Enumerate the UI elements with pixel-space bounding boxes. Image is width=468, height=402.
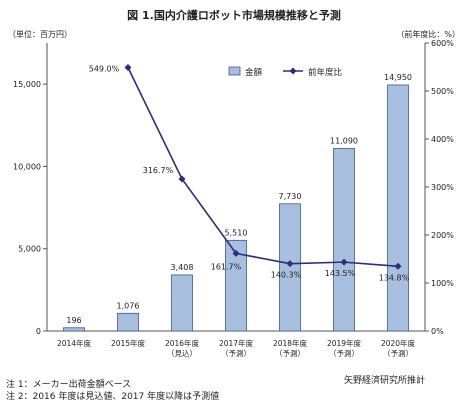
note-1: 注 1：メーカー出荷金額ベース [6, 380, 132, 390]
note-2: 注 2：2016 年度は見込値、2017 年度以降は予測値 [6, 392, 220, 402]
left-tick-label: 0 [36, 327, 41, 336]
x-tick-label: （予測） [275, 348, 305, 358]
line-marker [124, 63, 132, 71]
x-tick-label: （予測） [329, 348, 359, 358]
bar [333, 148, 355, 332]
bar-value-label: 5,510 [225, 228, 248, 237]
x-tick-label: （見込） [167, 349, 197, 358]
x-tick-label: （予測） [221, 348, 251, 358]
line-value-label: 549.0% [89, 64, 120, 73]
bar-value-label: 14,950 [384, 73, 412, 82]
line-value-label: 134.8% [379, 273, 410, 282]
right-tick-label: 600% [431, 39, 454, 48]
legend-bar-label: 金額 [245, 67, 263, 78]
line-marker [232, 249, 240, 257]
right-tick-label: 200% [431, 231, 454, 240]
line-marker [178, 175, 186, 183]
line-marker [394, 262, 402, 270]
left-tick-label: 5,000 [18, 245, 41, 254]
line-value-label: 140.3% [271, 271, 302, 280]
x-tick-label: 2015年度 [111, 338, 146, 348]
line-marker [340, 258, 348, 266]
right-tick-label: 300% [431, 183, 454, 192]
x-tick-label: 2019年度 [327, 338, 362, 348]
legend-line-label: 前年度比 [308, 67, 342, 78]
bar-value-label: 1,076 [117, 301, 140, 310]
source-note: 矢野経済研究所推計 [344, 376, 426, 386]
bar-value-label: 3,408 [171, 263, 194, 272]
left-axis-label: （単位：百万円） [8, 29, 72, 39]
line-value-label: 143.5% [325, 269, 356, 278]
line-value-label: 161.7% [211, 262, 242, 271]
x-tick-label: 2016年度 [165, 338, 200, 348]
chart-title: 図 1.国内介護ロボット市場規模推移と予測 [127, 8, 341, 22]
bar [63, 327, 85, 332]
left-tick-label: 10,000 [13, 162, 41, 171]
right-tick-label: 0% [431, 327, 444, 336]
x-tick-label: 2014年度 [57, 338, 92, 348]
bar [279, 203, 301, 332]
line-series-path [127, 67, 399, 268]
bar-value-label: 196 [66, 316, 81, 325]
line-value-label: 316.7% [143, 166, 174, 175]
left-tick-label: 15,000 [13, 80, 41, 89]
x-tick-label: 2018年度 [273, 338, 308, 348]
right-axis-label: （前年度比：%） [396, 29, 460, 39]
bar-value-label: 11,090 [330, 136, 358, 145]
x-tick-label: 2020年度 [381, 338, 416, 348]
x-tick-label: 2017年度 [219, 338, 254, 348]
legend-bar-swatch [228, 66, 241, 76]
bar [171, 274, 193, 332]
right-tick-label: 400% [431, 135, 454, 144]
bar [225, 239, 247, 332]
bar [387, 84, 409, 332]
legend-line-marker [289, 67, 297, 75]
line-marker [286, 260, 294, 268]
bar [117, 312, 139, 332]
right-tick-label: 500% [431, 87, 454, 96]
right-tick-label: 100% [431, 279, 454, 288]
bar-value-label: 7,730 [279, 192, 302, 201]
x-tick-label: （予測） [383, 348, 413, 358]
